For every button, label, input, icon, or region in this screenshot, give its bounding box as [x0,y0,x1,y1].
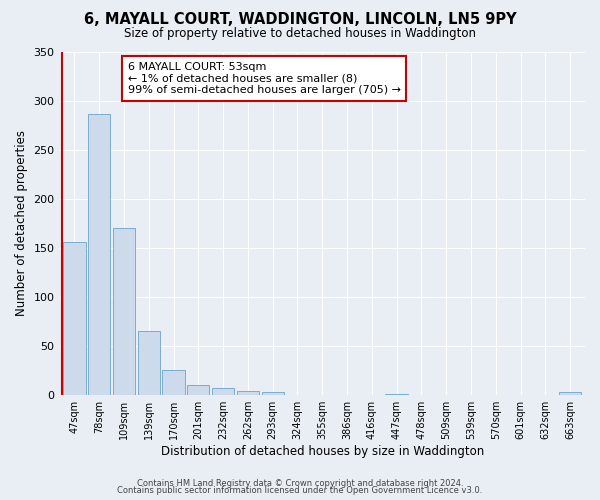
Bar [237,391,259,394]
Bar [88,114,110,394]
Bar [187,385,209,394]
Text: Size of property relative to detached houses in Waddington: Size of property relative to detached ho… [124,28,476,40]
Y-axis label: Number of detached properties: Number of detached properties [15,130,28,316]
Bar [63,242,86,394]
Bar [262,392,284,394]
Bar [559,392,581,394]
Bar [113,228,135,394]
Text: 6 MAYALL COURT: 53sqm
← 1% of detached houses are smaller (8)
99% of semi-detach: 6 MAYALL COURT: 53sqm ← 1% of detached h… [128,62,401,95]
Text: Contains public sector information licensed under the Open Government Licence v3: Contains public sector information licen… [118,486,482,495]
Bar [163,370,185,394]
Bar [137,331,160,394]
Text: Contains HM Land Registry data © Crown copyright and database right 2024.: Contains HM Land Registry data © Crown c… [137,478,463,488]
Text: 6, MAYALL COURT, WADDINGTON, LINCOLN, LN5 9PY: 6, MAYALL COURT, WADDINGTON, LINCOLN, LN… [83,12,517,28]
X-axis label: Distribution of detached houses by size in Waddington: Distribution of detached houses by size … [161,444,484,458]
Bar [212,388,234,394]
